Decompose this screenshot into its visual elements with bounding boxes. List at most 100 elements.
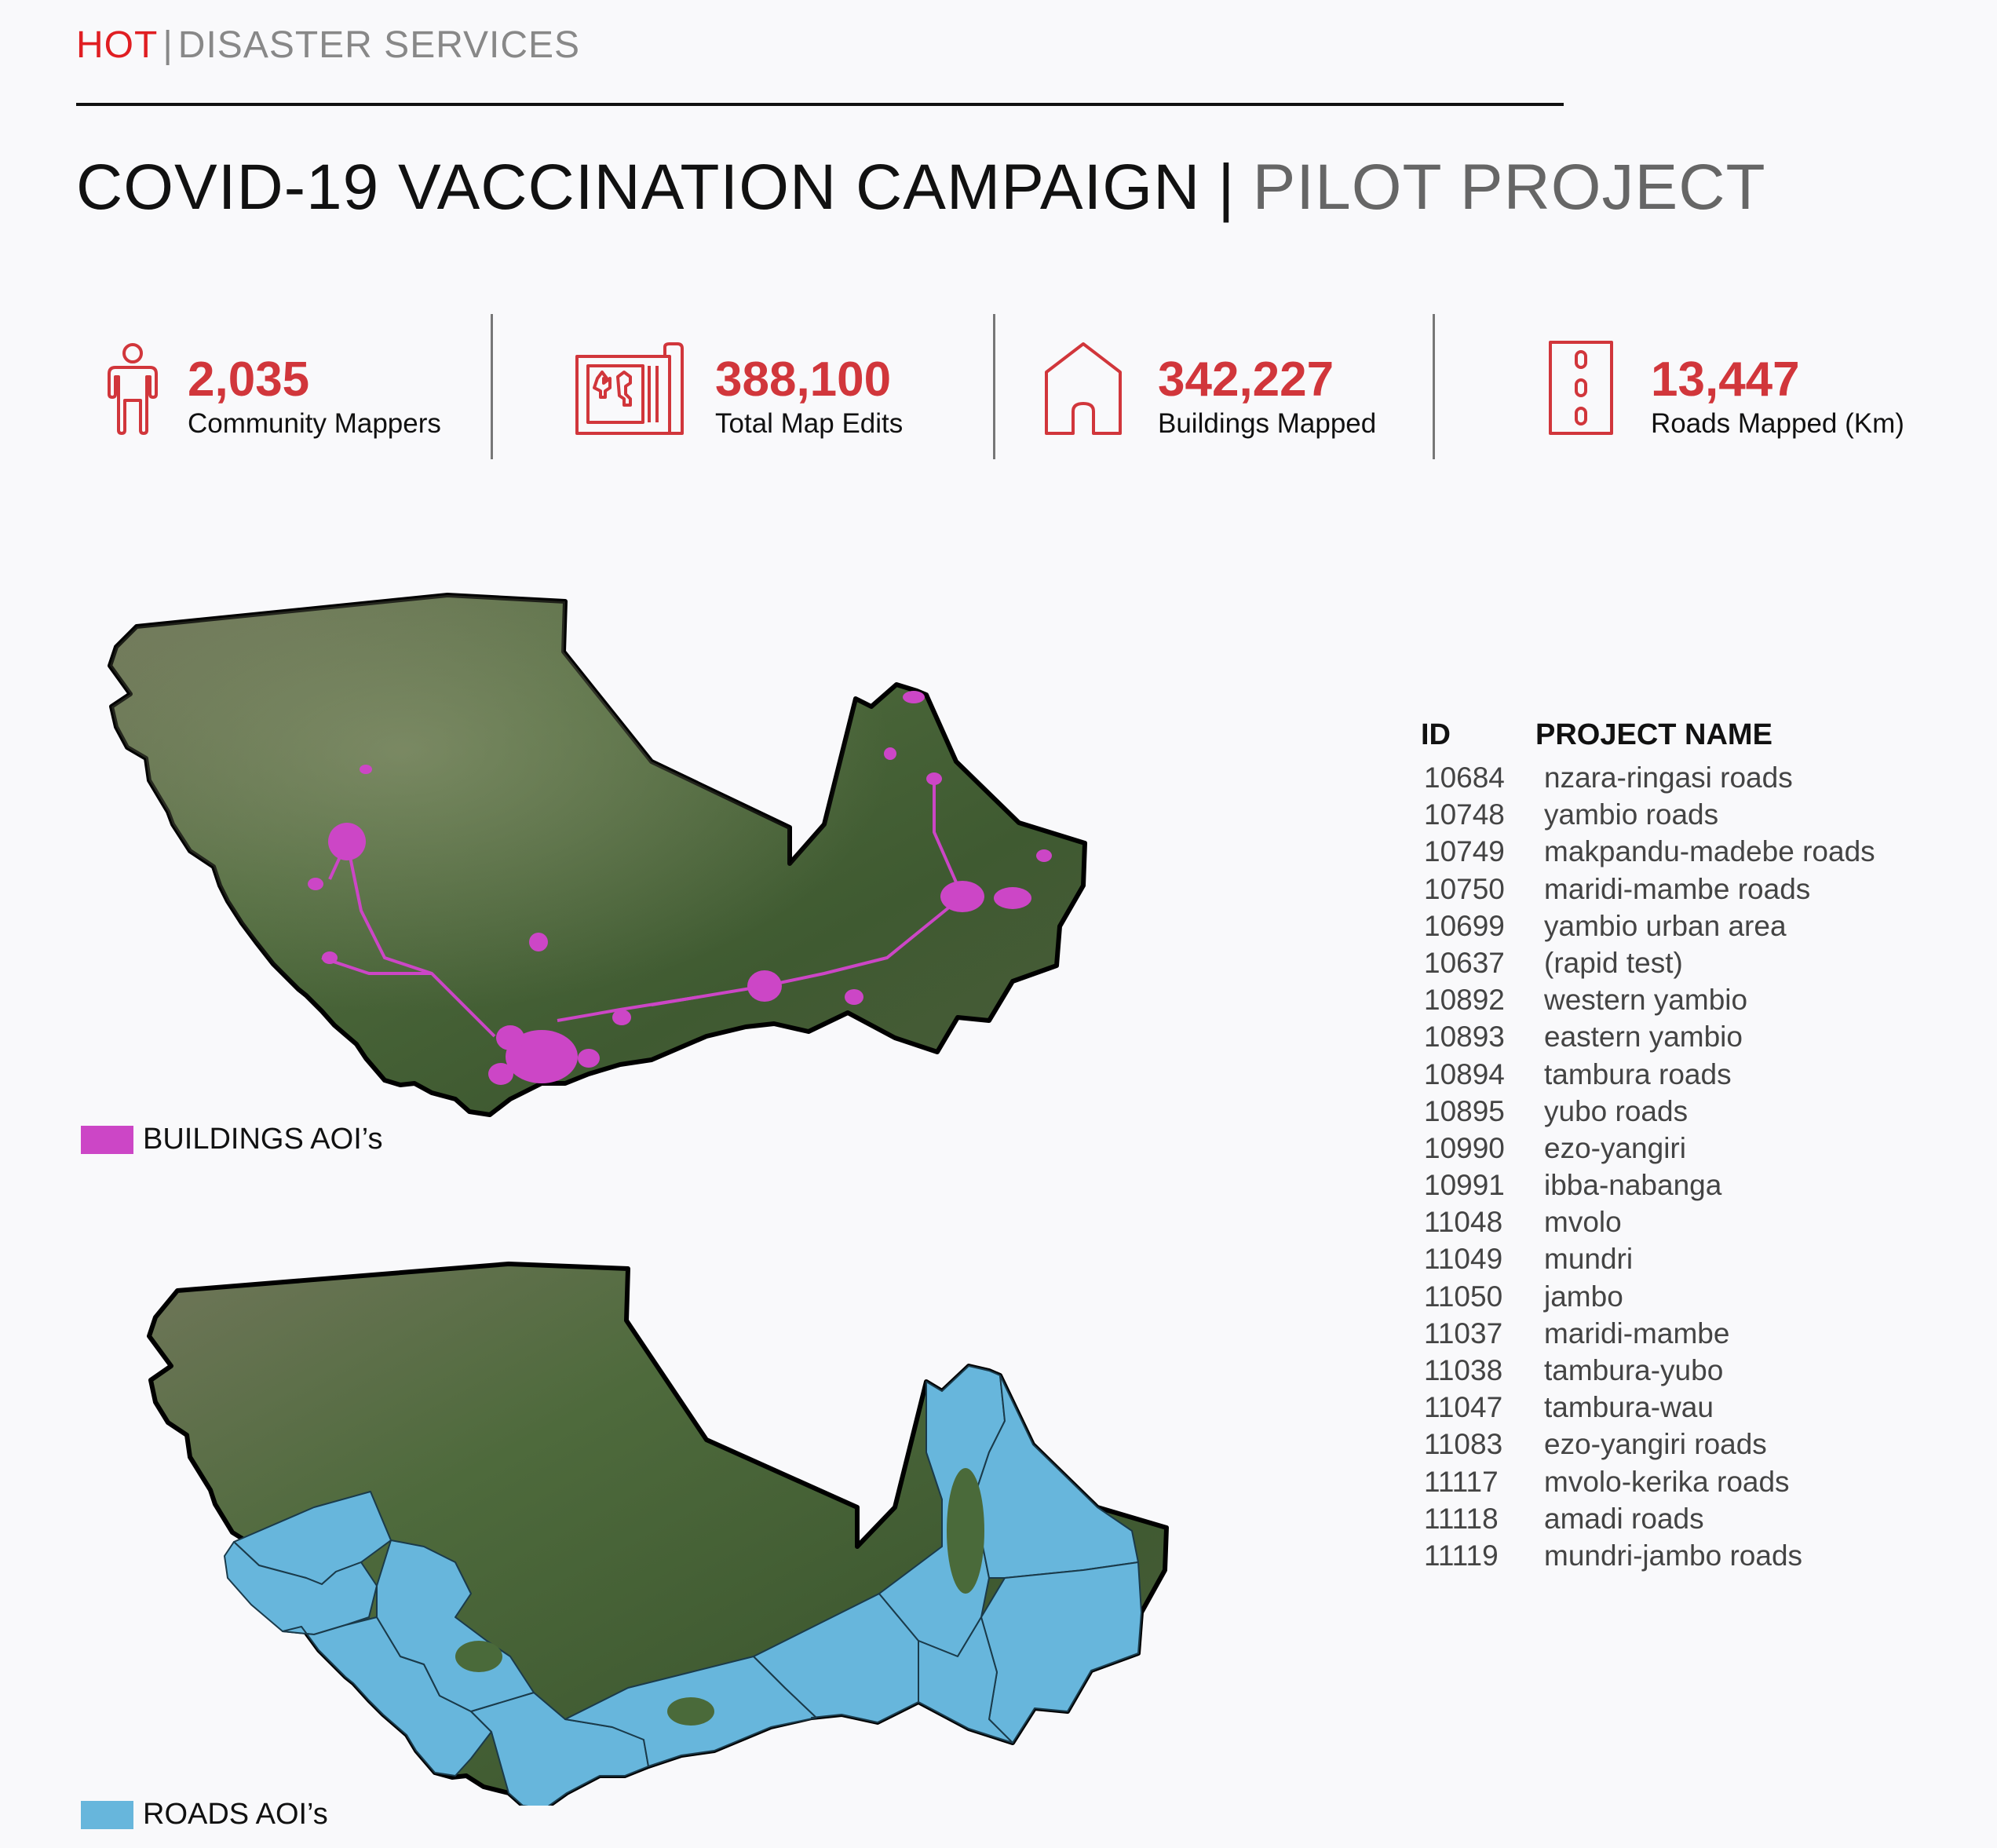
project-name: western yambio bbox=[1544, 984, 1748, 1017]
table-row: 11119 mundri-jambo roads bbox=[1421, 1537, 1970, 1574]
project-id: 11119 bbox=[1424, 1539, 1499, 1572]
project-name: yambio urban area bbox=[1544, 909, 1787, 942]
project-id: 11083 bbox=[1424, 1428, 1503, 1461]
legend-buildings: BUILDINGS AOI’s bbox=[81, 1123, 383, 1156]
stat-total-map-edits: 388,100 Total Map Edits bbox=[516, 314, 955, 459]
project-name: maridi-mambe bbox=[1544, 1317, 1730, 1349]
table-header: ID PROJECT NAME bbox=[1421, 718, 1970, 759]
header-rule bbox=[76, 103, 1564, 106]
project-id: 10637 bbox=[1424, 946, 1505, 979]
project-name: ezo-yangiri roads bbox=[1544, 1428, 1767, 1461]
project-name: makpandu-madebe roads bbox=[1544, 835, 1875, 868]
table-row: 10750 maridi-mambe roads bbox=[1421, 871, 1970, 908]
header-separator: | bbox=[162, 24, 173, 66]
project-name: tambura roads bbox=[1544, 1057, 1732, 1090]
table-row: 11049 mundri bbox=[1421, 1240, 1970, 1277]
legend-roads: ROADS AOI’s bbox=[81, 1798, 328, 1832]
column-header-name: PROJECT NAME bbox=[1535, 718, 1772, 751]
stat-divider bbox=[993, 314, 995, 459]
brand-header: HOT | DISASTER SERVICES bbox=[76, 24, 580, 67]
table-row: 10749 makpandu-madebe roads bbox=[1421, 833, 1970, 870]
page-title: COVID-19 VACCINATION CAMPAIGN | PILOT PROJ… bbox=[76, 151, 1766, 225]
table-row: 10748 yambio roads bbox=[1421, 796, 1970, 833]
table-row: 10637 (rapid test) bbox=[1421, 944, 1970, 981]
roads-aoi-holes bbox=[455, 1468, 984, 1726]
project-id: 11037 bbox=[1424, 1317, 1503, 1349]
stat-label: Buildings Mapped bbox=[1158, 408, 1377, 439]
buildings-aoi-corridors bbox=[321, 779, 964, 1038]
project-name: nzara-ringasi roads bbox=[1544, 761, 1793, 794]
project-id: 11117 bbox=[1424, 1465, 1499, 1498]
legend-buildings-label: BUILDINGS AOI’s bbox=[143, 1123, 383, 1156]
project-id: 10893 bbox=[1424, 1021, 1505, 1054]
project-name: jambo bbox=[1544, 1280, 1623, 1313]
title-main: COVID-19 VACCINATION CAMPAIGN bbox=[76, 152, 1201, 223]
project-id: 11118 bbox=[1424, 1502, 1499, 1535]
table-row: 11050 jambo bbox=[1421, 1278, 1970, 1315]
stat-value: 388,100 bbox=[715, 352, 892, 407]
project-name: ezo-yangiri bbox=[1544, 1131, 1686, 1164]
stat-label: Community Mappers bbox=[188, 408, 441, 439]
table-body: 10684 nzara-ringasi roads 10748 yambio road… bbox=[1421, 759, 1970, 1574]
project-name: mvolo-kerika roads bbox=[1544, 1465, 1790, 1498]
table-row: 11117 mvolo-kerika roads bbox=[1421, 1463, 1970, 1500]
project-table: ID PROJECT NAME 10684 nzara-ringasi roads… bbox=[1421, 718, 1970, 1574]
table-row: 11048 mvolo bbox=[1421, 1203, 1970, 1240]
project-id: 10748 bbox=[1424, 798, 1505, 831]
table-row: 11038 tambura-yubo bbox=[1421, 1352, 1970, 1389]
project-id: 10990 bbox=[1424, 1131, 1505, 1164]
project-name: yubo roads bbox=[1544, 1094, 1689, 1127]
table-row: 10894 tambura roads bbox=[1421, 1056, 1970, 1093]
project-id: 10894 bbox=[1424, 1057, 1505, 1090]
table-row: 10991 ibba-nabanga bbox=[1421, 1167, 1970, 1203]
column-header-id: ID bbox=[1421, 718, 1451, 751]
table-row: 10892 western yambio bbox=[1421, 981, 1970, 1018]
map-edits-icon bbox=[575, 342, 684, 435]
table-row: 10893 eastern yambio bbox=[1421, 1018, 1970, 1055]
project-name: mvolo bbox=[1544, 1206, 1622, 1239]
table-row: 10895 yubo roads bbox=[1421, 1093, 1970, 1130]
person-icon bbox=[108, 343, 158, 435]
unit-name: DISASTER SERVICES bbox=[177, 24, 581, 66]
title-sub: PILOT PROJECT bbox=[1252, 152, 1766, 223]
stat-roads-mapped: 13,447 Roads Mapped (Km) bbox=[1458, 314, 1904, 459]
table-row: 10990 ezo-yangiri bbox=[1421, 1130, 1970, 1167]
table-row: 10684 nzara-ringasi roads bbox=[1421, 759, 1970, 796]
project-id: 11049 bbox=[1424, 1243, 1503, 1276]
buildings-legend-swatch bbox=[81, 1125, 133, 1154]
project-id: 11038 bbox=[1424, 1354, 1503, 1386]
stat-value: 13,447 bbox=[1651, 352, 1800, 407]
road-icon bbox=[1549, 341, 1613, 435]
table-row: 10699 yambio urban area bbox=[1421, 908, 1970, 944]
project-id: 10699 bbox=[1424, 909, 1505, 942]
roads-legend-swatch bbox=[81, 1800, 133, 1829]
project-id: 10684 bbox=[1424, 761, 1505, 794]
project-name: mundri bbox=[1544, 1243, 1634, 1276]
terrain-haze bbox=[110, 595, 1085, 1115]
roads-aoi-map bbox=[147, 1262, 1169, 1806]
project-name: tambura-wau bbox=[1544, 1391, 1714, 1424]
project-name: yambio roads bbox=[1544, 798, 1719, 831]
table-row: 11037 maridi-mambe bbox=[1421, 1315, 1970, 1352]
stat-divider bbox=[491, 314, 493, 459]
table-row: 11118 amadi roads bbox=[1421, 1500, 1970, 1537]
stat-label: Total Map Edits bbox=[715, 408, 904, 439]
legend-roads-label: ROADS AOI’s bbox=[143, 1798, 328, 1831]
stats-bar: 2,035 Community Mappers 388,100 Total Ma… bbox=[76, 314, 1921, 459]
project-id: 10991 bbox=[1424, 1169, 1505, 1202]
project-id: 11048 bbox=[1424, 1206, 1503, 1239]
stat-value: 342,227 bbox=[1158, 352, 1334, 407]
stat-community-mappers: 2,035 Community Mappers bbox=[76, 314, 484, 459]
stat-buildings-mapped: 342,227 Buildings Mapped bbox=[1018, 314, 1411, 459]
project-name: amadi roads bbox=[1544, 1502, 1704, 1535]
table-row: 11083 ezo-yangiri roads bbox=[1421, 1426, 1970, 1463]
project-id: 11050 bbox=[1424, 1280, 1503, 1313]
project-name: eastern yambio bbox=[1544, 1021, 1743, 1054]
stat-divider bbox=[1433, 314, 1435, 459]
project-name: tambura-yubo bbox=[1544, 1354, 1724, 1386]
buildings-aoi-map bbox=[108, 593, 1087, 1117]
project-name: maridi-mambe roads bbox=[1544, 872, 1811, 905]
project-id: 11047 bbox=[1424, 1391, 1503, 1424]
table-row: 11047 tambura-wau bbox=[1421, 1389, 1970, 1426]
project-id: 10892 bbox=[1424, 984, 1505, 1017]
